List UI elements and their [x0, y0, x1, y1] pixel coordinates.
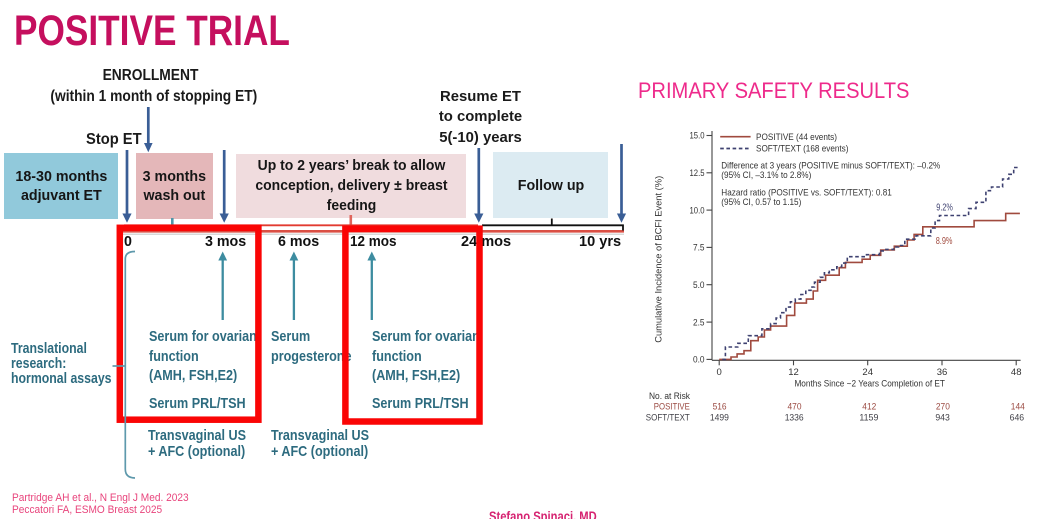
- svg-text:15.0: 15.0: [690, 131, 705, 141]
- svg-text:516: 516: [713, 401, 727, 412]
- svg-text:Difference at 3 years (POSITIV: Difference at 3 years (POSITIVE minus SO…: [721, 161, 940, 172]
- svg-text:POSITIVE (44 events): POSITIVE (44 events): [756, 132, 837, 143]
- svg-text:1159: 1159: [859, 412, 878, 423]
- svg-text:9.2%: 9.2%: [936, 203, 953, 214]
- svg-text:48: 48: [1011, 367, 1022, 378]
- svg-text:Hazard ratio (POSITIVE vs. SOF: Hazard ratio (POSITIVE vs. SOFT/TEXT): 0…: [721, 187, 892, 198]
- svg-text:270: 270: [936, 401, 950, 412]
- svg-text:POSITIVE: POSITIVE: [654, 401, 690, 412]
- svg-text:0: 0: [717, 367, 722, 378]
- svg-text:2.5: 2.5: [693, 317, 705, 327]
- svg-text:(95% CI, –3.1% to 2.8%): (95% CI, –3.1% to 2.8%): [721, 170, 811, 181]
- svg-text:Cumulative Incidence of BCFI E: Cumulative Incidence of BCFI Event (%): [654, 176, 664, 343]
- svg-text:646: 646: [1010, 412, 1025, 423]
- svg-text:470: 470: [788, 401, 802, 412]
- svg-text:(95% CI, 0.57 to 1.15): (95% CI, 0.57 to 1.15): [721, 197, 801, 208]
- svg-text:8.9%: 8.9%: [936, 236, 953, 247]
- svg-text:144: 144: [1011, 401, 1025, 412]
- svg-text:SOFT/TEXT (168 events): SOFT/TEXT (168 events): [756, 144, 849, 155]
- svg-text:10.0: 10.0: [690, 205, 705, 215]
- svg-text:24: 24: [862, 367, 873, 378]
- svg-text:No. at Risk: No. at Risk: [649, 391, 690, 402]
- svg-text:5.0: 5.0: [693, 280, 705, 290]
- svg-text:12: 12: [788, 367, 799, 378]
- svg-text:0.0: 0.0: [693, 355, 705, 365]
- svg-text:12.5: 12.5: [690, 168, 705, 178]
- svg-text:943: 943: [935, 412, 950, 423]
- svg-text:1336: 1336: [785, 412, 804, 423]
- svg-text:Months Since ~2 Years Completi: Months Since ~2 Years Completion of ET: [794, 378, 945, 389]
- svg-text:7.5: 7.5: [693, 243, 705, 253]
- svg-text:412: 412: [862, 401, 876, 412]
- svg-text:36: 36: [937, 367, 948, 378]
- svg-text:1499: 1499: [710, 412, 729, 423]
- svg-text:SOFT/TEXT: SOFT/TEXT: [646, 412, 690, 423]
